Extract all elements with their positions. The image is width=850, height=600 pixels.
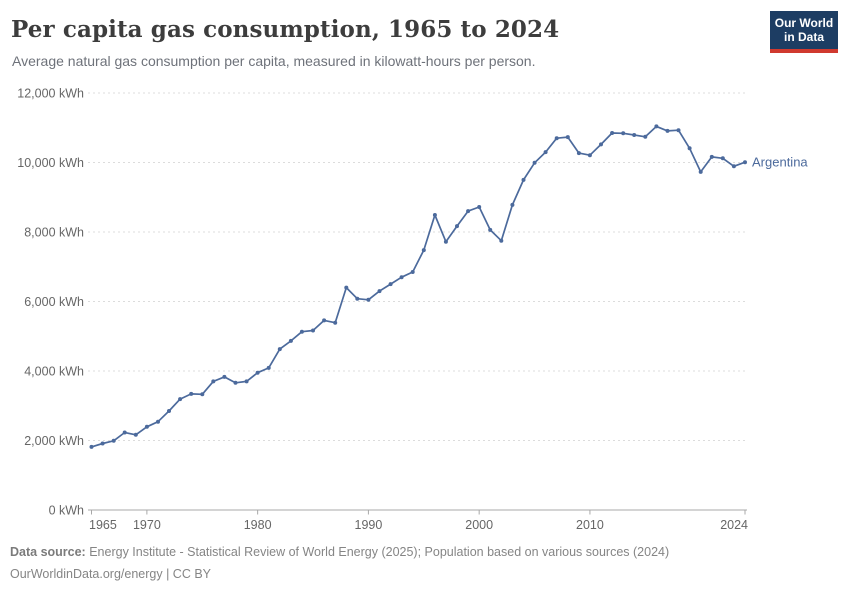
data-point[interactable] bbox=[156, 419, 160, 424]
y-tick-label: 2,000 kWh bbox=[24, 434, 84, 448]
data-point[interactable] bbox=[89, 444, 94, 449]
data-point[interactable] bbox=[366, 297, 371, 302]
data-point[interactable] bbox=[299, 329, 304, 334]
y-tick-label: 10,000 kWh bbox=[17, 156, 84, 170]
entity-label[interactable]: Argentina bbox=[752, 155, 808, 170]
data-point[interactable] bbox=[587, 153, 592, 158]
data-point[interactable] bbox=[632, 133, 637, 137]
data-point[interactable] bbox=[355, 296, 360, 301]
y-tick-label: 6,000 kWh bbox=[24, 295, 84, 309]
y-tick-label: 4,000 kWh bbox=[24, 365, 84, 379]
data-point[interactable] bbox=[731, 164, 736, 169]
data-point[interactable] bbox=[499, 238, 504, 243]
data-point[interactable] bbox=[477, 205, 482, 209]
x-tick-label: 1965 bbox=[89, 518, 117, 532]
data-point[interactable] bbox=[311, 328, 315, 333]
data-point[interactable] bbox=[244, 379, 249, 384]
owid-logo-line1: Our World bbox=[774, 16, 834, 30]
x-tick-label: 1990 bbox=[355, 518, 383, 532]
owid-logo[interactable]: Our World in Data bbox=[770, 11, 838, 53]
data-source-label: Data source: bbox=[10, 545, 86, 559]
data-point[interactable] bbox=[111, 438, 116, 443]
data-point[interactable] bbox=[709, 154, 714, 159]
y-tick-label: 12,000 kWh bbox=[17, 87, 84, 101]
license-link[interactable]: OurWorldinData.org/energy | CC BY bbox=[10, 567, 212, 581]
data-point[interactable] bbox=[277, 347, 282, 352]
data-point[interactable] bbox=[322, 318, 327, 323]
data-point[interactable] bbox=[565, 135, 570, 140]
chart-line-argentina[interactable] bbox=[90, 125, 746, 448]
data-point[interactable] bbox=[399, 275, 404, 280]
data-point[interactable] bbox=[122, 430, 127, 435]
data-point[interactable] bbox=[443, 239, 448, 244]
data-source-text: Energy Institute - Statistical Review of… bbox=[85, 545, 670, 559]
data-point[interactable] bbox=[599, 142, 603, 147]
data-point[interactable] bbox=[178, 397, 183, 402]
data-point[interactable] bbox=[610, 131, 615, 135]
x-tick-label: 1980 bbox=[244, 518, 272, 532]
data-point[interactable] bbox=[266, 365, 271, 370]
data-point[interactable] bbox=[466, 209, 471, 214]
data-point[interactable] bbox=[743, 160, 747, 165]
data-point[interactable] bbox=[676, 128, 681, 133]
data-point[interactable] bbox=[288, 338, 293, 343]
data-point[interactable] bbox=[432, 213, 437, 217]
data-point[interactable] bbox=[133, 432, 138, 437]
data-point[interactable] bbox=[543, 150, 548, 155]
data-point[interactable] bbox=[643, 134, 648, 139]
y-tick-label: 8,000 kWh bbox=[24, 226, 84, 240]
chart-subtitle: Average natural gas consumption per capi… bbox=[12, 53, 536, 69]
owid-logo-line2: in Data bbox=[783, 30, 824, 44]
data-point[interactable] bbox=[455, 224, 459, 229]
x-tick-label: 2010 bbox=[576, 518, 604, 532]
data-point[interactable] bbox=[665, 128, 670, 133]
data-point[interactable] bbox=[255, 370, 260, 375]
data-point[interactable] bbox=[687, 146, 692, 151]
x-tick-label: 2000 bbox=[465, 518, 493, 532]
data-point[interactable] bbox=[100, 441, 105, 446]
x-tick-label: 1970 bbox=[133, 518, 161, 532]
gas-consumption-line-chart: 0 kWh 2,000 kWh 4,000 kWh 6,000 kWh 8,000 kW… bbox=[17, 87, 808, 533]
data-point[interactable] bbox=[532, 160, 537, 165]
data-point[interactable] bbox=[377, 289, 382, 294]
data-point[interactable] bbox=[388, 282, 393, 287]
data-point[interactable] bbox=[488, 227, 493, 232]
data-point[interactable] bbox=[421, 248, 426, 253]
data-point[interactable] bbox=[222, 374, 227, 379]
data-point[interactable] bbox=[576, 151, 581, 156]
data-point[interactable] bbox=[720, 156, 725, 161]
page-title: Per capita gas consumption, 1965 to 2024 bbox=[11, 16, 560, 43]
data-point[interactable] bbox=[521, 177, 526, 182]
data-point[interactable] bbox=[510, 202, 515, 207]
data-point[interactable] bbox=[333, 320, 338, 325]
data-source-line: Data source: Energy Institute - Statisti… bbox=[10, 541, 840, 563]
data-point[interactable] bbox=[167, 409, 171, 413]
data-point[interactable] bbox=[144, 424, 149, 429]
data-point[interactable] bbox=[698, 169, 703, 174]
chart-footer: Data source: Energy Institute - Statisti… bbox=[10, 541, 840, 585]
data-point[interactable] bbox=[344, 285, 349, 290]
data-point[interactable] bbox=[211, 379, 216, 384]
data-point[interactable] bbox=[410, 270, 415, 274]
data-point[interactable] bbox=[233, 380, 238, 385]
data-point[interactable] bbox=[189, 391, 194, 396]
data-point[interactable] bbox=[200, 392, 205, 397]
data-point[interactable] bbox=[654, 124, 659, 129]
y-tick-label: 0 kWh bbox=[49, 504, 84, 518]
data-point[interactable] bbox=[554, 136, 559, 141]
x-tick-label: 2024 bbox=[720, 518, 748, 532]
data-point[interactable] bbox=[621, 131, 626, 136]
